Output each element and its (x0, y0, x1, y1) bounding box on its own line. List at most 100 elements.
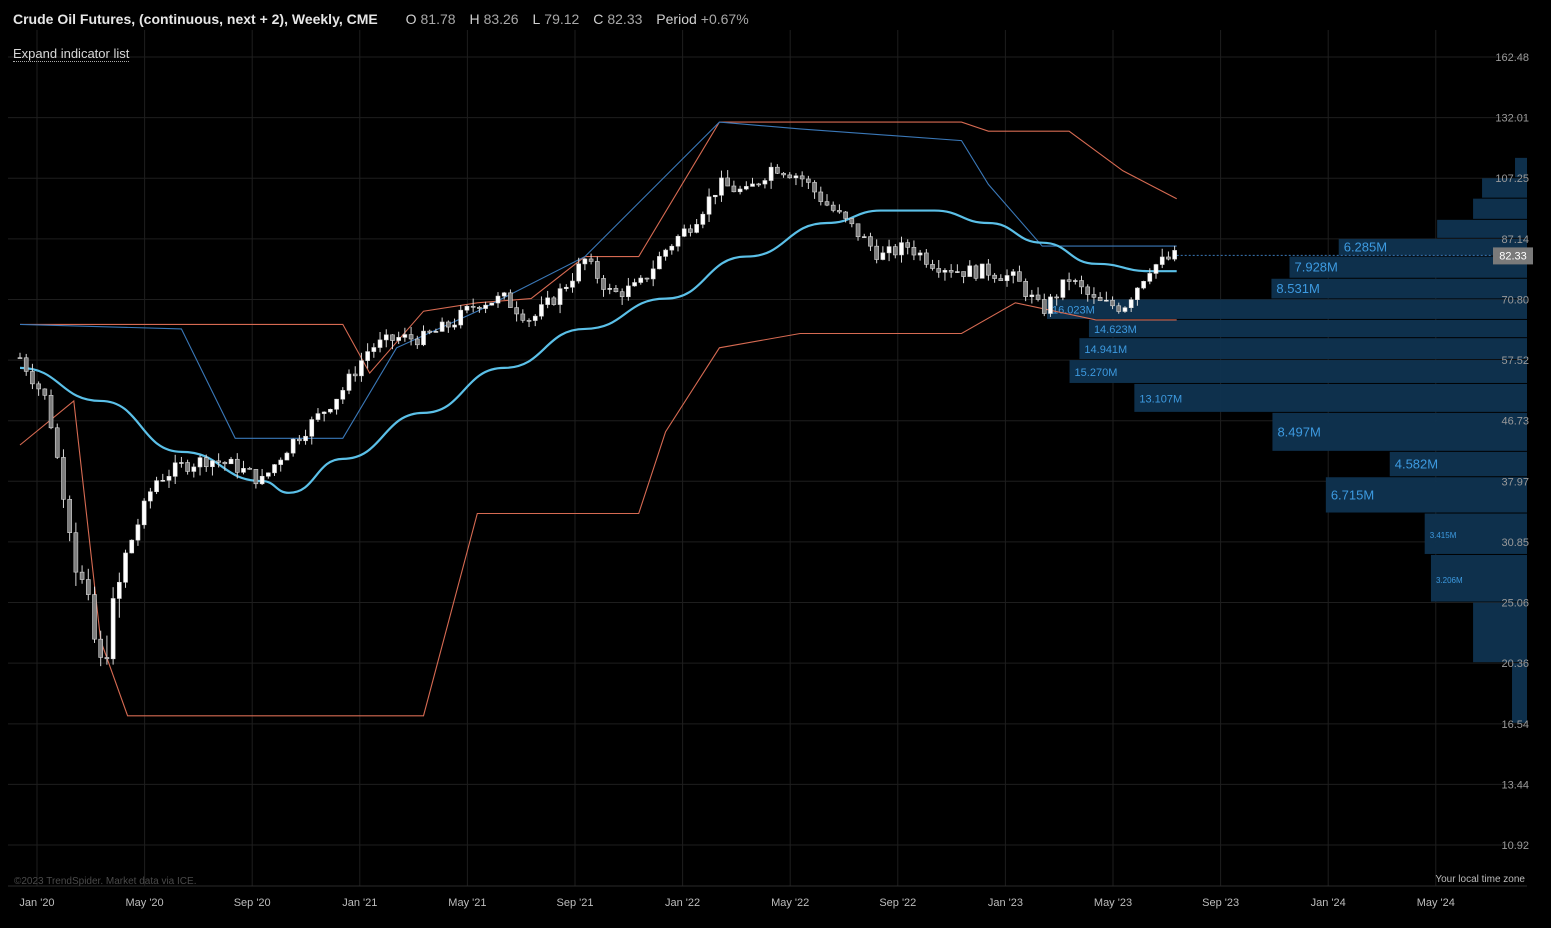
indicator-lines (19, 121, 1492, 717)
candle (1066, 272, 1072, 291)
candle (1004, 269, 1010, 287)
candle (818, 186, 824, 206)
candle (588, 253, 594, 265)
volume-profile-label: 14.941M (1084, 344, 1127, 356)
candle (1017, 265, 1022, 282)
candle (266, 472, 271, 479)
candle (762, 178, 768, 189)
candle (23, 353, 29, 376)
candle (439, 317, 445, 332)
candle (806, 175, 811, 189)
candle (917, 249, 923, 261)
open-label: O (405, 11, 417, 27)
candle (104, 635, 110, 665)
candle (824, 194, 830, 207)
volume-profile-label: 13.107M (1139, 393, 1182, 405)
candle (377, 332, 383, 353)
volume-profile-bar (1325, 477, 1527, 513)
candle (855, 223, 861, 241)
candle (973, 264, 979, 281)
candle (1128, 297, 1134, 313)
candle (545, 290, 550, 309)
candle (197, 455, 203, 476)
high-label: H (469, 11, 480, 27)
lower-band-line (19, 302, 1177, 717)
candle (924, 249, 929, 268)
candle (607, 283, 613, 295)
candle (1091, 287, 1097, 304)
candle (284, 451, 290, 461)
candle (464, 304, 470, 314)
candle (1153, 263, 1159, 279)
candle (551, 296, 557, 306)
x-tick-label: May '22 (771, 897, 809, 909)
volume-profile-label: 8.497M (1277, 424, 1320, 439)
candle (79, 565, 85, 584)
candle (340, 387, 346, 404)
candle (414, 335, 420, 349)
y-tick-label: 57.52 (1501, 355, 1529, 367)
volume-profile-bar (1272, 412, 1527, 451)
candle (303, 429, 308, 445)
candle (694, 219, 699, 234)
candle (514, 301, 519, 322)
candle (172, 454, 178, 485)
candle (328, 408, 333, 414)
candle (123, 549, 128, 588)
volume-profile-bar (1473, 198, 1527, 219)
candle (433, 328, 439, 333)
chart-title: Crude Oil Futures, (continuous, next + 2… (13, 11, 378, 27)
candle (700, 211, 706, 229)
expand-indicator-list-link[interactable]: Expand indicator list (13, 46, 130, 62)
candle (638, 275, 644, 285)
candle (396, 331, 401, 344)
candle (458, 304, 464, 329)
candle (899, 236, 904, 263)
candle (570, 273, 575, 293)
volume-profile-label: 8.531M (1276, 281, 1319, 296)
candle (1110, 296, 1115, 310)
y-axis: 162.48 132.01 107.25 87.14 70.80 57.52 46.73 37… (1493, 52, 1533, 852)
candle (30, 363, 35, 390)
candle (650, 260, 656, 287)
y-tick-label: 16.54 (1501, 719, 1529, 731)
candle (321, 411, 327, 422)
candle (309, 416, 315, 445)
candle (427, 329, 433, 335)
volume-profile-label: 7.928M (1295, 260, 1338, 275)
x-tick-label: Jan '24 (1311, 897, 1346, 909)
candle (1029, 289, 1035, 304)
candle (1097, 292, 1103, 302)
candle (390, 334, 395, 350)
volume-profile: 6.285M 7.928M 8.531M 16.023M 14.623M 14.941M 1… (1047, 157, 1527, 723)
candle (688, 224, 693, 237)
candle (725, 170, 730, 187)
volume-profile-bar (1515, 157, 1527, 178)
candle (141, 498, 147, 529)
candle (886, 239, 892, 262)
candle (998, 274, 1004, 281)
close-value: 82.33 (607, 11, 643, 27)
candle (117, 572, 122, 618)
candle (1122, 306, 1128, 313)
candle (234, 453, 240, 479)
volume-profile-bar (1437, 219, 1527, 238)
candle (874, 239, 879, 264)
candle (601, 275, 606, 297)
candle (148, 487, 153, 509)
candle (576, 257, 581, 284)
candle (73, 522, 79, 586)
y-tick-label: 70.80 (1501, 294, 1529, 306)
candle (67, 495, 72, 542)
candle (644, 277, 650, 283)
candle (712, 194, 718, 205)
timezone-button[interactable]: Your local time zone (1435, 874, 1525, 885)
candle (216, 453, 221, 468)
x-tick-label: Sep '22 (879, 897, 916, 909)
candle (737, 185, 743, 195)
candle (408, 326, 414, 346)
candle (470, 298, 476, 313)
candle (1104, 291, 1109, 302)
